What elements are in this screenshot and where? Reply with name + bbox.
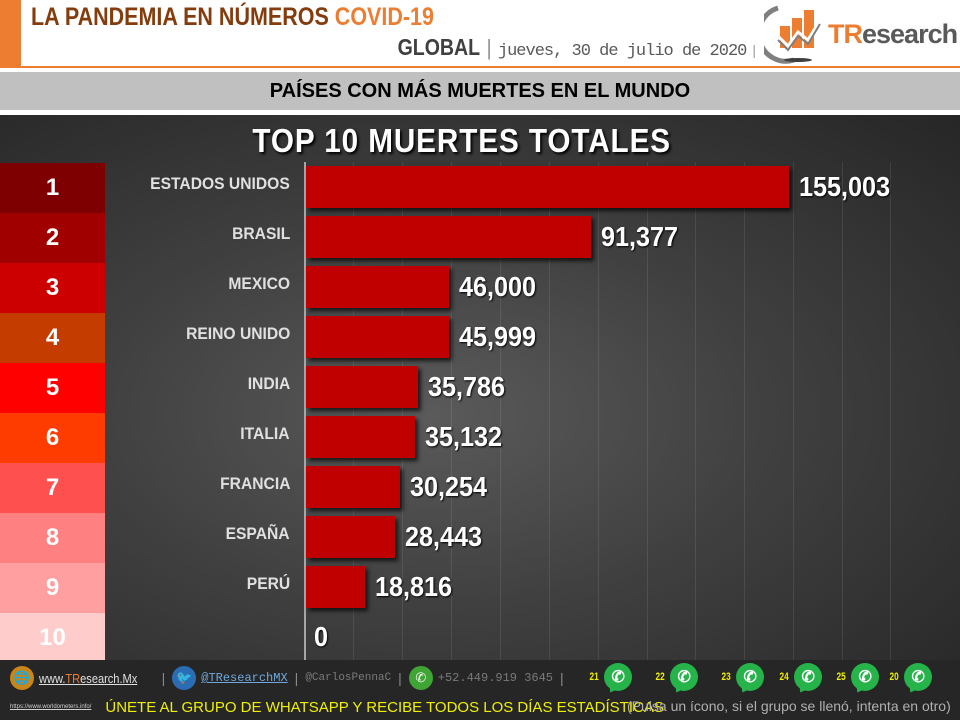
rank-badge: 6 xyxy=(0,413,105,463)
data-bar xyxy=(306,516,395,558)
whatsapp-icon[interactable]: ✆ xyxy=(794,663,823,691)
separator: | xyxy=(752,42,756,58)
chart-title: TOP 10 MUERTES TOTALES xyxy=(252,122,672,159)
page-title: LA PANDEMIA EN NÚMEROS COVID-19 xyxy=(31,3,434,32)
whatsapp-group-22[interactable]: 22 ✆ xyxy=(654,662,699,692)
whatsapp-icon[interactable]: ✆ xyxy=(670,663,699,691)
whatsapp-hint: (Pulsa un ícono, si el grupo se llenó, i… xyxy=(627,698,951,714)
rank-badge: 7 xyxy=(0,463,105,513)
data-bar xyxy=(306,266,449,308)
header-divider xyxy=(21,66,960,68)
whatsapp-group-25[interactable]: 25 ✆ xyxy=(835,662,880,692)
y-axis-line xyxy=(304,162,306,662)
value-label: 35,786 xyxy=(428,371,506,402)
join-whatsapp-text: ÚNETE AL GRUPO DE WHATSAPP Y RECIBE TODO… xyxy=(105,698,664,716)
date-label: jueves, 30 de julio de 2020 xyxy=(497,42,747,61)
chart-panel: TOP 10 MUERTES TOTALES 1 ESTADOS UNIDOS 15… xyxy=(0,115,960,663)
whatsapp-icon[interactable]: ✆ xyxy=(604,663,633,691)
data-bar xyxy=(306,216,591,258)
country-label: ESPAÑA xyxy=(225,524,290,543)
logo-text: TResearch xyxy=(828,19,958,49)
country-label: MEXICO xyxy=(228,274,290,293)
whatsapp-icon[interactable]: ✆ xyxy=(851,663,880,691)
gridline xyxy=(500,162,501,662)
data-bar xyxy=(306,416,415,458)
rank-badge: 3 xyxy=(0,263,105,313)
gridline xyxy=(695,162,696,662)
footer-contacts: 🌐 www.TResearch.Mx | 🐦 @TResearchMX | @C… xyxy=(10,664,566,692)
separator: | xyxy=(486,35,492,60)
value-label: 35,132 xyxy=(425,421,503,452)
value-label: 155,003 xyxy=(799,171,891,202)
whatsapp-group-20[interactable]: 20 ✆ xyxy=(888,662,933,692)
value-label: 91,377 xyxy=(601,221,679,252)
separator: | xyxy=(398,670,402,686)
data-bar xyxy=(306,166,789,208)
data-bar xyxy=(306,316,449,358)
data-bar xyxy=(306,366,418,408)
phone-icon: ✆ xyxy=(408,666,433,690)
subtitle-bar: PAÍSES CON MÁS MUERTES EN EL MUNDO xyxy=(0,72,960,110)
rank-badge: 8 xyxy=(0,513,105,563)
value-label: 0 xyxy=(314,621,329,652)
value-label: 18,816 xyxy=(375,571,453,602)
separator: | xyxy=(294,670,299,686)
gridline xyxy=(744,162,745,662)
value-label: 28,443 xyxy=(405,521,483,552)
whatsapp-group-21[interactable]: 21 ✆ xyxy=(588,662,633,692)
subtitle: PAÍSES CON MÁS MUERTES EN EL MUNDO xyxy=(269,79,691,102)
whatsapp-icon[interactable]: ✆ xyxy=(736,663,765,691)
data-bar xyxy=(306,566,365,608)
gridline xyxy=(402,162,403,662)
country-label: BRASIL xyxy=(231,224,290,243)
gridline xyxy=(842,162,843,662)
title-accent: COVID-19 xyxy=(334,3,434,31)
country-label: REINO UNIDO xyxy=(185,324,290,343)
rank-badge: 9 xyxy=(0,563,105,613)
header-accent-stripe xyxy=(0,0,21,68)
rank-badge: 10 xyxy=(0,613,105,663)
tresearch-logo: TResearch xyxy=(764,2,960,64)
separator: | xyxy=(161,670,166,686)
twitter-link[interactable]: @TResearchMX xyxy=(201,671,288,685)
rank-badge: 1 xyxy=(0,163,105,213)
gridline xyxy=(353,162,354,662)
twitter-personal-handle: @CarlosPennaC xyxy=(305,672,392,684)
whatsapp-group-23[interactable]: 23 ✆ xyxy=(720,662,765,692)
whatsapp-icon[interactable]: ✆ xyxy=(904,663,933,691)
value-label: 45,999 xyxy=(459,321,537,352)
gridline xyxy=(793,162,794,662)
twitter-icon: 🐦 xyxy=(172,666,197,690)
country-label: FRANCIA xyxy=(219,474,290,493)
gridline xyxy=(890,162,891,662)
gridline xyxy=(549,162,550,662)
title-main: LA PANDEMIA EN NÚMEROS xyxy=(31,3,335,31)
header: LA PANDEMIA EN NÚMEROS COVID-19 GLOBAL |… xyxy=(0,0,960,68)
value-label: 46,000 xyxy=(459,271,537,302)
source-link[interactable]: https://www.worldometers.info/ xyxy=(10,704,92,710)
website-link[interactable]: www.TResearch.Mx xyxy=(39,670,138,686)
rank-badge: 5 xyxy=(0,363,105,413)
chart-logo-icon xyxy=(764,5,822,64)
country-label: ITALIA xyxy=(240,424,290,443)
header-subline: GLOBAL | jueves, 30 de julio de 2020 | xyxy=(383,34,756,61)
gridline xyxy=(451,162,452,662)
country-label: PERÚ xyxy=(246,574,290,593)
scope-label: GLOBAL xyxy=(397,34,481,60)
footer: 🌐 www.TResearch.Mx | 🐦 @TResearchMX | @C… xyxy=(0,660,960,720)
country-label: INDIA xyxy=(247,374,290,393)
rank-badge: 4 xyxy=(0,313,105,363)
whatsapp-group-24[interactable]: 24 ✆ xyxy=(778,662,823,692)
value-label: 30,254 xyxy=(410,471,488,502)
globe-icon: 🌐 xyxy=(10,666,34,690)
gridline xyxy=(647,162,648,662)
data-bar xyxy=(306,466,400,508)
rank-badge: 2 xyxy=(0,213,105,263)
gridline xyxy=(598,162,599,662)
footer-cta: https://www.worldometers.info/ ÚNETE AL … xyxy=(10,698,664,716)
separator: | xyxy=(560,670,564,686)
country-label: ESTADOS UNIDOS xyxy=(150,174,290,193)
phone-number: +52.449.919 3645 xyxy=(437,671,553,685)
